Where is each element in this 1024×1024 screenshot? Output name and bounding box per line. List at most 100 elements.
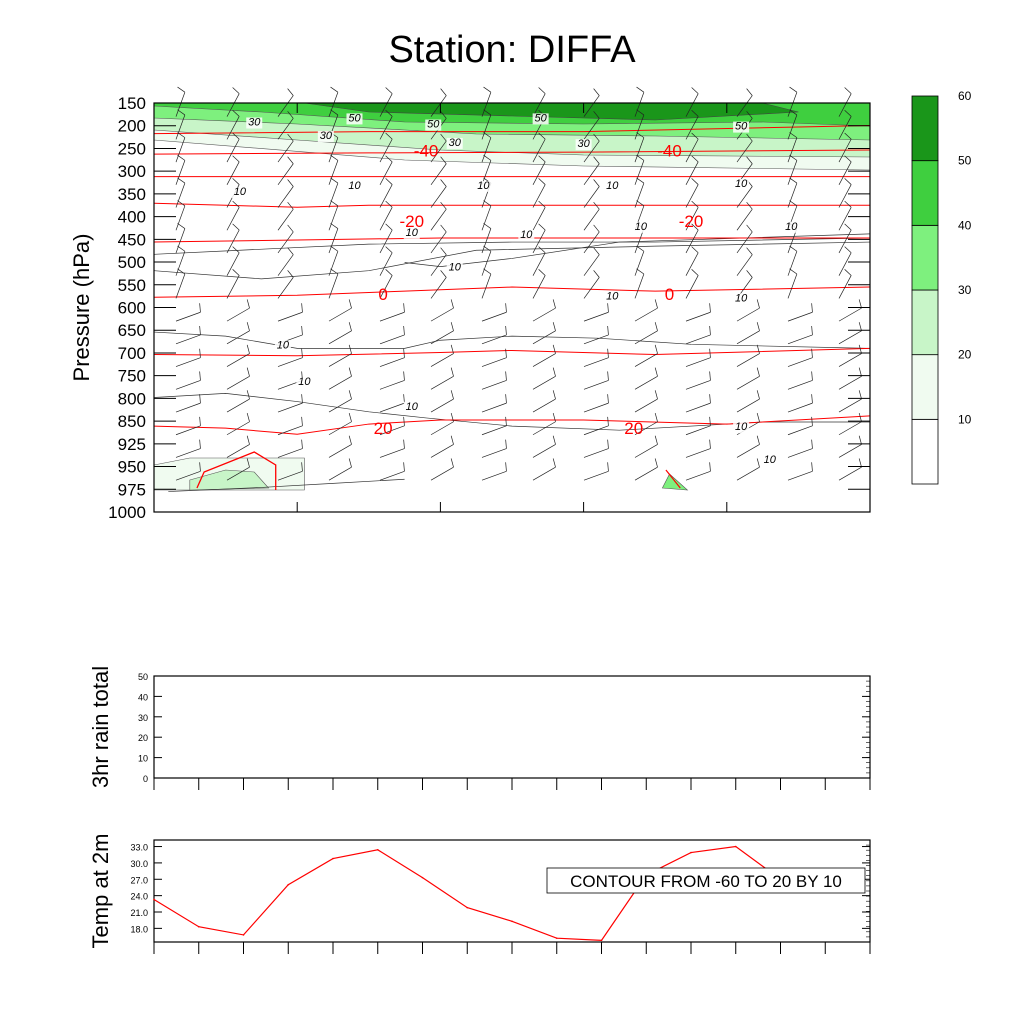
wind-barb [226, 367, 250, 390]
wind-barb [532, 178, 546, 208]
wind-barb [838, 344, 862, 367]
wind-barb [634, 322, 658, 345]
wind-barb [175, 223, 186, 254]
rain-panel: 0 10 20 30 40 50 3hr rain total [88, 666, 871, 790]
y-tick-label: 33.0 [130, 843, 148, 853]
wind-barb [379, 155, 393, 185]
y-tick-label: 40 [138, 692, 148, 702]
wind-barb [685, 303, 711, 322]
wind-barb [226, 322, 250, 345]
colorbar-label: 30 [958, 283, 972, 297]
temp-contour-label: 0 [665, 285, 674, 304]
wind-barb [787, 154, 798, 185]
wind-barb [226, 344, 250, 367]
wind-barb [583, 111, 600, 140]
speed-contour-label: 50 [735, 121, 748, 133]
wind-barb [481, 245, 492, 276]
wind-barb [379, 223, 393, 254]
y-tick-label: 500 [118, 253, 146, 272]
speed-label-bg [604, 291, 621, 303]
speed-contour-label: 10 [298, 376, 311, 388]
wind-barb [787, 86, 798, 117]
y-tick-label: 350 [118, 185, 146, 204]
y-tick-label: 21.0 [130, 908, 148, 918]
shade-region-low-left-inner [189, 469, 270, 491]
wind-barb [175, 109, 186, 140]
wind-barb [175, 416, 201, 436]
y-tick-label: 700 [118, 344, 146, 363]
colorbar-label: 40 [958, 218, 972, 232]
wind-barb [583, 201, 600, 231]
wind-barb [277, 133, 294, 163]
wind-barb [583, 416, 609, 436]
speed-contour-line [153, 393, 870, 431]
speed-label-bg [733, 293, 750, 305]
wind-barb [430, 322, 454, 345]
speed-label-bg [761, 454, 778, 466]
wind-barb [736, 133, 753, 163]
wind-barb [379, 325, 405, 345]
wind-barb [175, 245, 186, 276]
wind-barb [430, 156, 447, 186]
speed-contour-line [404, 233, 871, 267]
wind-barb [532, 390, 556, 413]
y-tick-label: 18.0 [130, 924, 148, 934]
y-tick-label: 650 [118, 321, 146, 340]
wind-barb [634, 344, 658, 367]
wind-barb [328, 154, 339, 185]
colorbar-box [911, 354, 939, 420]
y-tick-label: 200 [118, 117, 146, 136]
wind-barb [226, 246, 240, 276]
data-point [511, 920, 513, 923]
data-point [466, 906, 469, 909]
wind-barb [277, 201, 294, 231]
wind-barb [532, 435, 556, 458]
wind-barb [532, 299, 556, 322]
wind-barb [175, 348, 201, 367]
wind-barb [787, 439, 813, 458]
speed-label-bg [317, 130, 334, 142]
wind-barb [430, 133, 447, 163]
wind-barb [736, 88, 753, 117]
wind-barb [481, 154, 492, 185]
speed-contour-label: 50 [535, 112, 548, 124]
wind-barb [838, 200, 852, 231]
wind-barb [583, 303, 609, 322]
colorbar-label: 20 [958, 348, 972, 362]
y-tick-label: 800 [118, 389, 146, 408]
wind-barb [430, 201, 447, 231]
wind-barb [175, 132, 186, 163]
wind-barb [328, 390, 352, 413]
wind-barb [379, 110, 393, 140]
speed-label-bg [783, 221, 800, 233]
wind-barb [685, 155, 699, 185]
wind-barb [430, 270, 447, 299]
wind-barb [481, 200, 492, 231]
wind-barb [328, 223, 339, 254]
wind-barb [430, 247, 447, 276]
y-tick-label: 550 [118, 276, 146, 295]
wind-barb [328, 367, 352, 390]
wind-barb [175, 268, 186, 299]
speed-contour-label: 10 [348, 180, 361, 192]
colorbar-label: 50 [958, 154, 972, 168]
wind-barb [175, 325, 201, 345]
wind-barb [175, 177, 186, 208]
wind-barb [175, 462, 201, 481]
wind-barb [838, 390, 862, 413]
speed-contour-label: 10 [785, 221, 798, 233]
wind-barb [736, 201, 753, 231]
colorbar-label: 60 [958, 89, 972, 103]
wind-barb [226, 269, 240, 299]
wind-barb [583, 371, 609, 390]
wind-barb [685, 394, 711, 413]
wind-barb [226, 223, 240, 254]
wind-barb [430, 179, 447, 208]
data-point [197, 925, 200, 928]
wind-barb [481, 462, 507, 481]
wind-barb [685, 325, 711, 345]
wind-barb [583, 462, 609, 481]
wind-barb [838, 299, 862, 322]
colorbar: 10 20 30 40 50 60 [911, 89, 972, 485]
wind-barb [583, 348, 609, 367]
